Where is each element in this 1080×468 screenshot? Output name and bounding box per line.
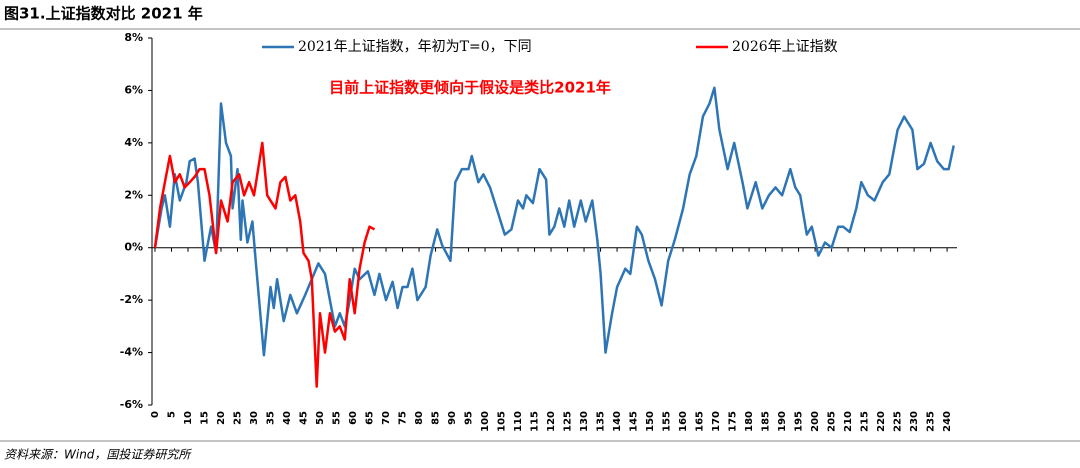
- x-tick-label: 120: [546, 411, 557, 432]
- x-tick-label: 210: [843, 411, 854, 432]
- x-tick-label: 215: [860, 411, 871, 432]
- x-tick-label: 185: [761, 411, 772, 432]
- x-tick-label: 5: [167, 411, 178, 418]
- x-tick-label: 175: [728, 411, 739, 432]
- legend-label: 2021年上证指数，年初为T=0，下同: [298, 38, 532, 55]
- x-tick-label: 190: [777, 411, 788, 432]
- y-tick-label: -4%: [120, 346, 143, 359]
- x-tick-label: 85: [431, 411, 442, 425]
- x-tick-label: 125: [563, 411, 574, 432]
- x-tick-label: 205: [827, 411, 838, 432]
- x-tick-label: 180: [744, 411, 755, 432]
- x-tick-label: 135: [596, 411, 607, 432]
- x-tick-label: 115: [530, 411, 541, 432]
- legend-label: 2026年上证指数: [732, 39, 838, 55]
- x-tick-label: 40: [282, 411, 293, 425]
- y-tick-label: -2%: [120, 293, 143, 306]
- x-tick-label: 150: [645, 411, 656, 432]
- x-tick-label: 65: [365, 411, 376, 425]
- x-tick-label: 0: [150, 411, 161, 418]
- x-tick-label: 130: [579, 411, 590, 432]
- x-tick-label: 25: [233, 411, 244, 425]
- x-tick-label: 100: [480, 411, 491, 432]
- source: 资料来源：Wind，国投证券研究所: [4, 448, 192, 462]
- x-tick-label: 35: [266, 411, 277, 425]
- x-tick-label: 105: [497, 411, 508, 432]
- x-tick-label: 170: [711, 411, 722, 432]
- y-tick-label: 0%: [124, 241, 143, 254]
- x-tick-label: 200: [810, 411, 821, 432]
- x-tick-label: 195: [794, 411, 805, 432]
- x-tick-label: 90: [447, 411, 458, 425]
- x-tick-label: 10: [183, 411, 194, 425]
- y-tick-label: -6%: [120, 398, 143, 411]
- x-tick-label: 160: [678, 411, 689, 432]
- x-tick-label: 225: [893, 411, 904, 432]
- x-tick-label: 30: [249, 411, 260, 425]
- x-tick-label: 20: [216, 411, 227, 425]
- x-tick-label: 75: [398, 411, 409, 425]
- x-tick-label: 145: [629, 411, 640, 432]
- x-tick-label: 165: [695, 411, 706, 432]
- x-tick-label: 70: [381, 411, 392, 425]
- x-tick-label: 155: [662, 411, 673, 432]
- x-tick-label: 235: [926, 411, 937, 432]
- y-tick-label: 8%: [124, 31, 143, 44]
- series-line: [153, 141, 376, 388]
- y-tick-label: 2%: [124, 188, 143, 201]
- x-tick-label: 110: [513, 411, 524, 432]
- y-tick-label: 4%: [124, 136, 143, 149]
- x-tick-label: 240: [942, 411, 953, 432]
- y-tick-label: 6%: [124, 83, 143, 96]
- x-tick-label: 140: [612, 411, 623, 432]
- x-tick-label: 55: [332, 411, 343, 425]
- annotation: 目前上证指数更倾向于假设是类比2021年: [329, 79, 611, 97]
- x-tick-label: 220: [876, 411, 887, 432]
- x-tick-label: 95: [464, 411, 475, 425]
- x-tick-label: 50: [315, 411, 326, 425]
- chart-title: 图31.上证指数对比 2021 年: [4, 5, 203, 23]
- x-tick-label: 60: [348, 411, 359, 425]
- x-tick-label: 80: [414, 411, 425, 425]
- series-line: [153, 86, 955, 357]
- x-tick-label: 15: [200, 411, 211, 425]
- x-tick-label: 230: [909, 411, 920, 432]
- x-tick-label: 45: [299, 411, 310, 425]
